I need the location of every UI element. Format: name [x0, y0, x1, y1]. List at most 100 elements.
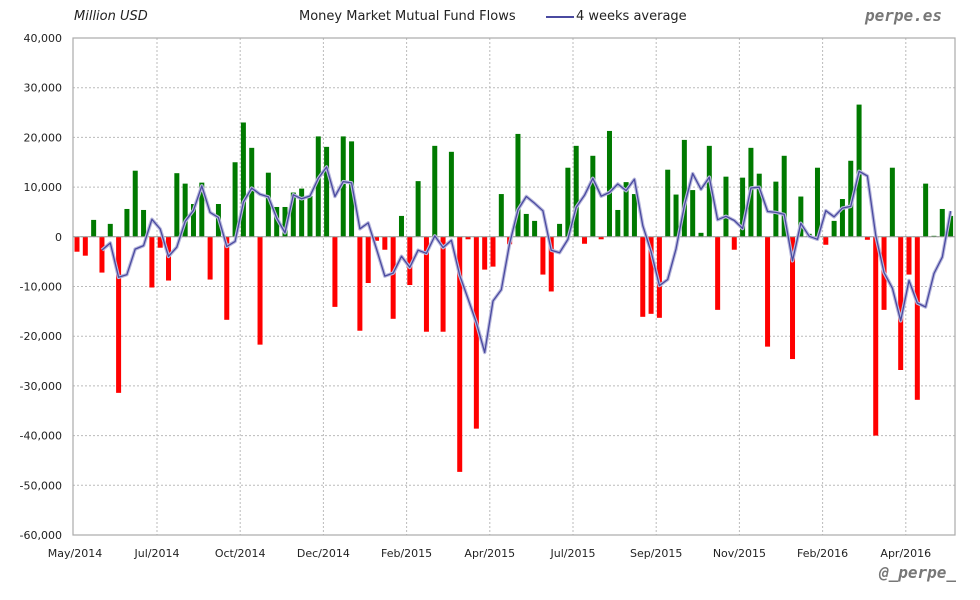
- x-tick-label: May/2014: [48, 547, 102, 560]
- flow-bar: [299, 188, 305, 237]
- legend-line-swatch: [546, 15, 574, 18]
- flow-bar: [415, 181, 421, 237]
- flow-bar: [523, 213, 529, 237]
- flow-bar: [315, 136, 321, 237]
- flow-bar: [365, 236, 371, 284]
- y-tick-label: -30,000: [20, 380, 62, 393]
- flow-bar: [690, 190, 696, 237]
- flow-bar: [124, 208, 130, 237]
- flow-bar: [665, 169, 671, 237]
- flow-bar: [182, 183, 188, 237]
- y-tick-label: 40,000: [24, 32, 63, 45]
- flow-bar: [756, 173, 762, 237]
- flow-bar: [457, 236, 463, 472]
- flow-bar: [914, 236, 920, 400]
- flow-bar: [873, 236, 879, 436]
- x-tick-label: Apr/2016: [880, 547, 931, 560]
- flow-bar: [839, 199, 845, 237]
- flow-bar: [382, 236, 388, 250]
- flow-bar: [948, 215, 954, 237]
- flow-bar: [149, 236, 155, 288]
- flow-bar: [174, 173, 180, 237]
- flow-bar: [232, 162, 238, 237]
- flow-bar: [740, 177, 746, 237]
- y-tick-label: 0: [55, 231, 62, 244]
- flow-bar: [590, 155, 596, 237]
- flow-bar: [715, 236, 721, 310]
- flow-bar: [99, 236, 105, 273]
- handle-watermark: @_perpe_: [878, 563, 956, 582]
- flow-bar: [448, 151, 454, 237]
- flow-bar: [374, 236, 380, 241]
- flow-bar: [898, 236, 904, 370]
- flow-bar: [606, 130, 612, 237]
- flow-bar: [307, 196, 313, 237]
- x-tick-label: Jul/2014: [134, 547, 180, 560]
- flow-bar: [615, 209, 621, 237]
- flow-bar: [781, 155, 787, 237]
- flow-bar: [623, 182, 629, 237]
- flow-bar: [116, 236, 122, 393]
- flow-bar: [257, 236, 263, 345]
- flow-bar: [224, 236, 230, 320]
- flow-bar: [407, 236, 413, 286]
- flow-bar: [731, 236, 737, 250]
- y-tick-label: -50,000: [20, 479, 62, 492]
- flow-bar: [798, 196, 804, 237]
- y-tick-label: -20,000: [20, 330, 62, 343]
- flow-bar: [548, 236, 554, 292]
- y-tick-label: -40,000: [20, 430, 62, 443]
- plot-frame: [72, 37, 956, 536]
- flow-bar: [141, 209, 147, 237]
- site-watermark: perpe.es: [864, 6, 942, 25]
- x-tick-label: Feb/2015: [381, 547, 432, 560]
- flow-bar: [440, 236, 446, 332]
- flow-bar: [473, 236, 479, 429]
- x-tick-label: Apr/2015: [464, 547, 515, 560]
- flow-bar: [540, 236, 546, 275]
- flow-bar: [573, 145, 579, 237]
- flow-bar: [157, 236, 163, 248]
- flow-bar: [831, 220, 837, 237]
- flow-bar: [132, 170, 138, 237]
- flow-bar: [398, 215, 404, 237]
- flow-bar: [814, 167, 820, 237]
- x-tick-label: Nov/2015: [713, 547, 766, 560]
- flow-bar: [640, 236, 646, 317]
- flow-bar: [166, 236, 172, 281]
- flow-bar: [648, 236, 654, 314]
- legend-label: 4 weeks average: [576, 9, 687, 24]
- y-tick-label: -60,000: [20, 529, 62, 542]
- flow-bar: [82, 236, 88, 256]
- y-tick-label: 20,000: [24, 131, 63, 144]
- flow-bar: [698, 232, 704, 237]
- flow-bar: [199, 182, 205, 237]
- flow-bar: [773, 181, 779, 237]
- x-tick-label: Sep/2015: [630, 547, 682, 560]
- flow-bar: [889, 167, 895, 237]
- flow-bar: [390, 236, 396, 319]
- flow-bar: [790, 236, 796, 360]
- flow-bar: [107, 223, 113, 237]
- flow-bar: [823, 236, 829, 245]
- flow-bar: [240, 122, 246, 237]
- flow-bar: [357, 236, 363, 331]
- flow-bar: [656, 236, 662, 318]
- flow-bar: [515, 133, 521, 237]
- flow-bar: [723, 176, 729, 237]
- flow-bar: [939, 208, 945, 237]
- flow-bar: [848, 160, 854, 237]
- y-tick-label: 10,000: [24, 181, 63, 194]
- flow-bar: [465, 236, 471, 240]
- flow-bar: [190, 203, 196, 237]
- flow-bar: [681, 139, 687, 237]
- average-line: [101, 166, 952, 354]
- flow-bar: [765, 236, 771, 347]
- flow-bar: [265, 172, 271, 237]
- flow-bar: [532, 220, 538, 237]
- y-tick-label: -10,000: [20, 281, 62, 294]
- flow-bar: [249, 147, 255, 237]
- x-tick-label: Dec/2014: [297, 547, 350, 560]
- flow-bar: [282, 206, 288, 237]
- flow-bar: [332, 236, 338, 307]
